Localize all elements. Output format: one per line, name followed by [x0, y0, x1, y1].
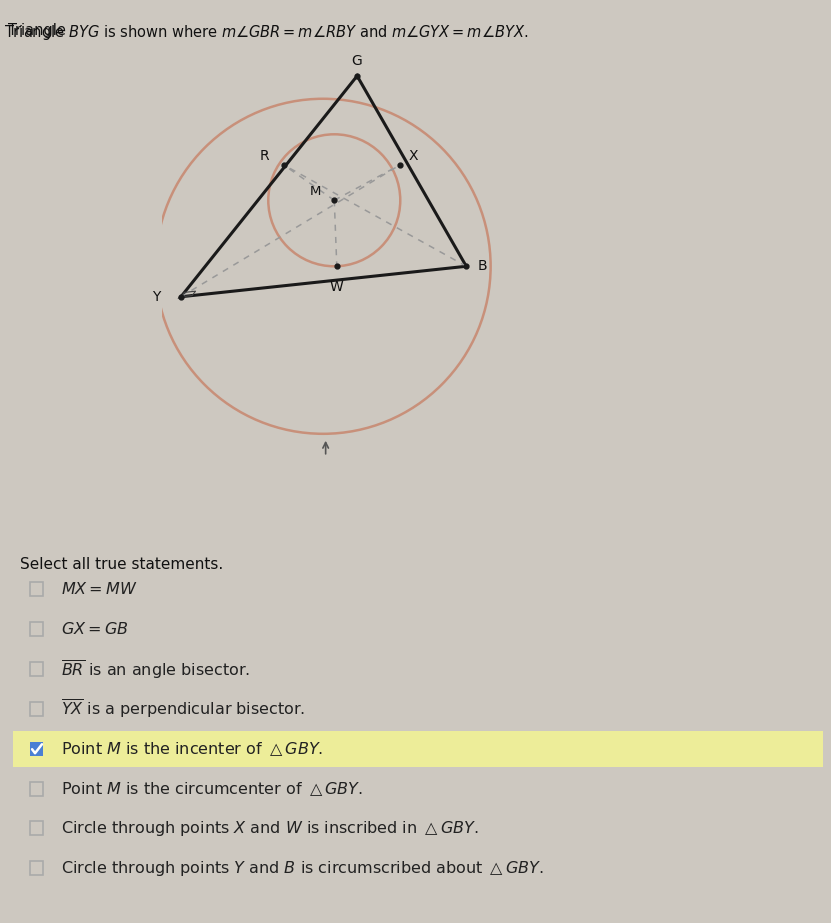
Text: M: M: [309, 185, 321, 198]
Text: Y: Y: [152, 290, 160, 304]
Text: Triangle: Triangle: [8, 23, 71, 38]
Text: $\overline{BR}$ is an angle bisector.: $\overline{BR}$ is an angle bisector.: [61, 657, 250, 680]
Text: Select all true statements.: Select all true statements.: [20, 557, 224, 571]
Text: G: G: [352, 54, 362, 67]
Text: R: R: [259, 149, 269, 162]
FancyBboxPatch shape: [13, 731, 823, 767]
Text: Circle through points $X$ and $W$ is inscribed in $\triangle GBY$.: Circle through points $X$ and $W$ is ins…: [61, 819, 479, 838]
Text: $MX = MW$: $MX = MW$: [61, 581, 137, 597]
Text: Point $M$ is the incenter of $\triangle GBY$.: Point $M$ is the incenter of $\triangle …: [61, 739, 323, 758]
Text: X: X: [408, 149, 418, 162]
Text: $\overline{YX}$ is a perpendicular bisector.: $\overline{YX}$ is a perpendicular bisec…: [61, 698, 305, 720]
Text: Circle through points $Y$ and $B$ is circumscribed about $\triangle GBY$.: Circle through points $Y$ and $B$ is cir…: [61, 858, 543, 878]
Text: $GX = GB$: $GX = GB$: [61, 621, 128, 637]
Text: Triangle $\it{BYG}$ is shown where $m\angle GBR = m\angle RBY$ and $m\angle GYX : Triangle $\it{BYG}$ is shown where $m\an…: [4, 23, 529, 42]
Text: Point $M$ is the circumcenter of $\triangle GBY$.: Point $M$ is the circumcenter of $\trian…: [61, 780, 363, 797]
FancyBboxPatch shape: [30, 742, 43, 756]
Text: B: B: [478, 259, 487, 273]
Text: W: W: [330, 280, 344, 294]
